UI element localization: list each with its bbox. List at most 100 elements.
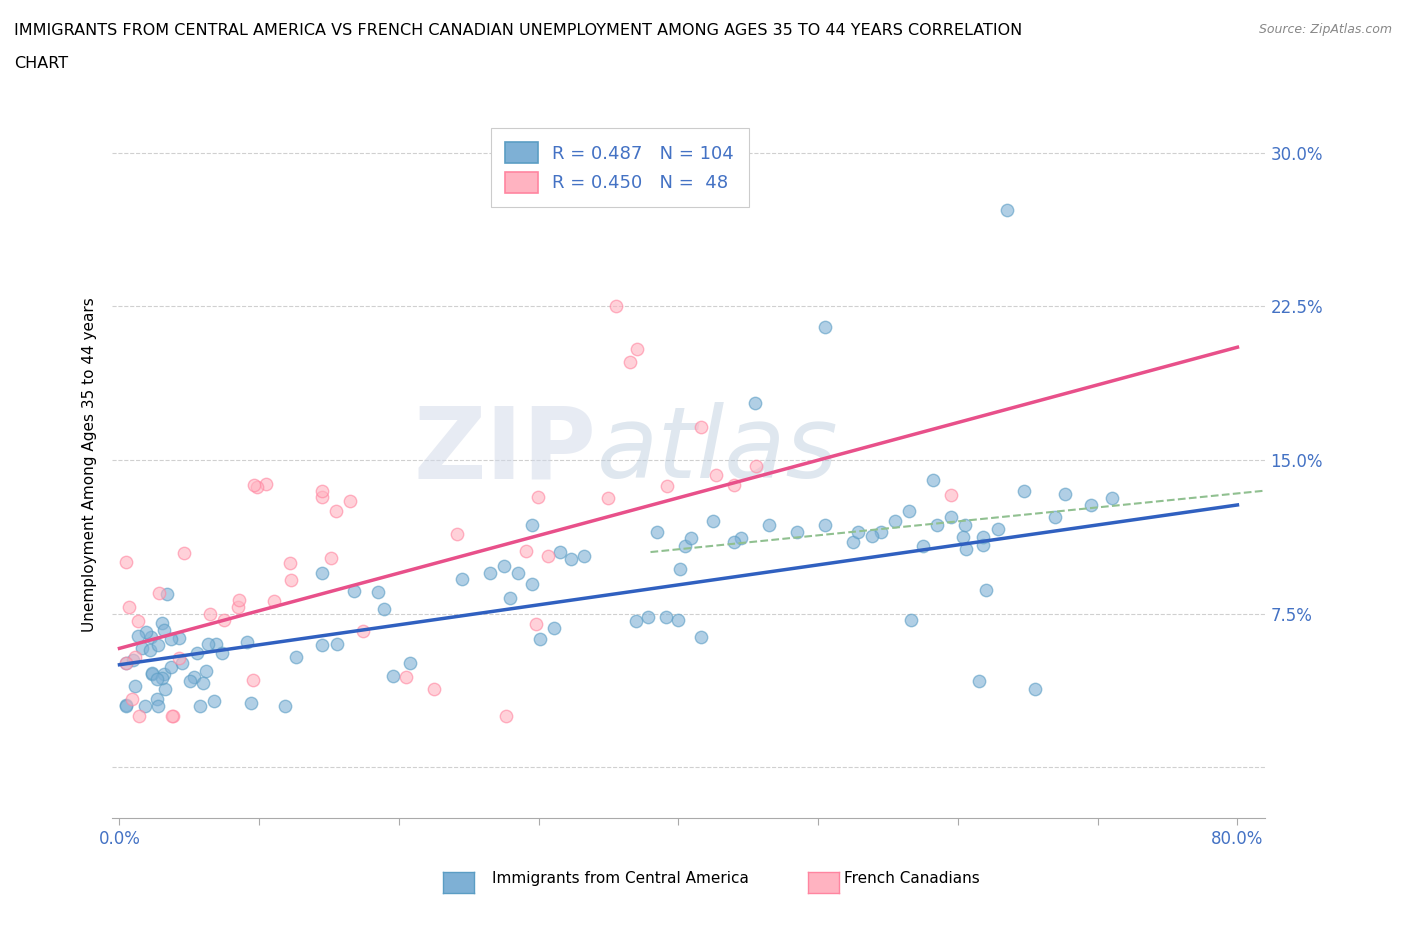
Point <box>626 341 648 356</box>
Point <box>499 591 522 605</box>
Point <box>135 625 157 640</box>
Point <box>153 682 176 697</box>
Point <box>226 600 249 615</box>
Point <box>987 522 1010 537</box>
Point <box>160 709 183 724</box>
Point <box>127 614 149 629</box>
Point <box>134 698 156 713</box>
Point <box>548 545 571 560</box>
Point <box>148 586 170 601</box>
Point <box>745 458 768 473</box>
Point <box>211 645 233 660</box>
Point <box>285 650 308 665</box>
Text: Immigrants from Central America: Immigrants from Central America <box>492 871 749 886</box>
Point <box>343 583 366 598</box>
Point <box>689 630 711 644</box>
Point <box>911 538 934 553</box>
Point <box>506 169 529 184</box>
Point <box>870 525 893 539</box>
Point <box>243 478 266 493</box>
Point <box>152 671 174 685</box>
Point <box>131 641 153 656</box>
Point <box>325 504 347 519</box>
Point <box>381 669 404 684</box>
Point <box>1024 682 1046 697</box>
Point <box>955 541 977 556</box>
Point <box>624 614 647 629</box>
Point <box>537 549 560 564</box>
Point <box>560 551 582 566</box>
Point <box>1012 484 1035 498</box>
Point <box>172 656 194 671</box>
Text: Source: ZipAtlas.com: Source: ZipAtlas.com <box>1258 23 1392 36</box>
Point <box>814 518 837 533</box>
Point <box>146 698 169 713</box>
Y-axis label: Unemployment Among Ages 35 to 44 years: Unemployment Among Ages 35 to 44 years <box>82 298 97 632</box>
Point <box>228 592 250 607</box>
Point <box>141 630 163 644</box>
Point <box>339 494 361 509</box>
Point <box>160 631 183 646</box>
Point <box>115 554 138 569</box>
Point <box>786 525 808 539</box>
Point <box>152 667 174 682</box>
Point <box>115 698 138 712</box>
Point <box>675 538 697 553</box>
Point <box>972 529 994 544</box>
Point <box>1101 491 1123 506</box>
Point <box>141 666 163 681</box>
Point <box>758 518 780 533</box>
Point <box>240 696 263 711</box>
Text: ZIP: ZIP <box>413 403 596 499</box>
Point <box>205 637 228 652</box>
Point <box>128 709 150 724</box>
Point <box>121 692 143 707</box>
Point <box>572 549 595 564</box>
Point <box>704 468 727 483</box>
Point <box>124 649 146 664</box>
Point <box>280 572 302 587</box>
Point <box>115 698 138 713</box>
Point <box>148 638 170 653</box>
Point <box>723 478 745 493</box>
Point <box>492 559 515 574</box>
Point <box>976 582 998 597</box>
Point <box>200 606 222 621</box>
Point <box>311 638 333 653</box>
Point <box>145 692 167 707</box>
Point <box>367 584 389 599</box>
Point <box>127 629 149 644</box>
Point <box>1080 498 1102 512</box>
Point <box>160 660 183 675</box>
Point <box>235 634 257 649</box>
Point <box>619 354 641 369</box>
Point <box>146 671 169 686</box>
Point <box>263 593 285 608</box>
Point <box>115 656 138 671</box>
Point <box>972 538 994 552</box>
Point <box>122 652 145 667</box>
Point <box>605 299 627 313</box>
Point <box>814 319 837 334</box>
Point <box>254 477 277 492</box>
Point <box>655 609 678 624</box>
Point <box>186 645 208 660</box>
Point <box>156 586 179 601</box>
Point <box>202 693 225 708</box>
Point <box>598 490 620 505</box>
Point <box>173 546 195 561</box>
Point <box>167 650 190 665</box>
Point <box>183 670 205 684</box>
Point <box>526 489 548 504</box>
Point <box>153 623 176 638</box>
Point <box>214 612 236 627</box>
Point <box>167 631 190 645</box>
Point <box>311 484 333 498</box>
Point <box>179 673 201 688</box>
Point <box>423 682 446 697</box>
Point <box>191 676 214 691</box>
Point <box>681 531 703 546</box>
Point <box>925 518 948 533</box>
Point <box>647 525 669 539</box>
Point <box>162 709 184 724</box>
